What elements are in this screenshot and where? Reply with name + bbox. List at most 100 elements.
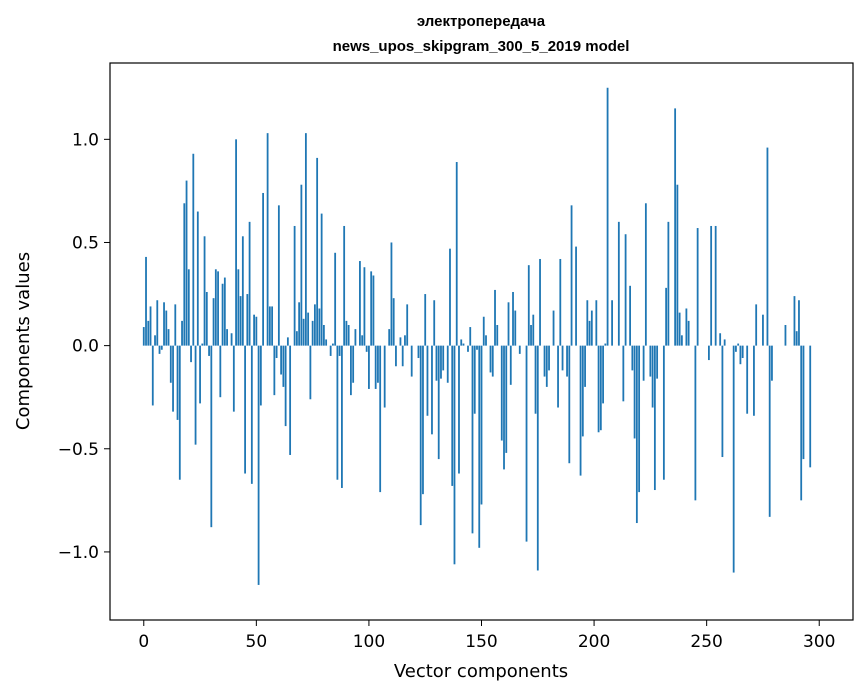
bar-89 [343,225,346,346]
bar-25 [199,345,201,404]
bar-22 [192,153,195,346]
bar-49 [253,314,255,346]
bar-238 [678,312,681,346]
bar-9 [163,302,165,346]
bar-85 [334,252,337,346]
bar-236 [674,108,677,346]
bar-290 [795,331,798,346]
bar-75 [311,320,314,346]
x-tick-label: 100 [353,632,385,652]
bar-262 [732,345,735,573]
bar-139 [455,162,458,346]
bar-190 [570,205,573,346]
bar-102 [372,275,375,346]
bar-233 [667,221,670,346]
bar-112 [395,345,397,367]
bar-27 [203,236,206,346]
bar-256 [719,333,722,346]
bar-147 [473,345,476,414]
bar-271 [753,345,755,416]
bar-293 [802,345,805,460]
bar-131 [437,345,440,460]
bar-3 [149,306,152,346]
bar-13 [172,345,174,412]
bar-171 [527,265,530,346]
bar-119 [410,345,413,377]
bar-56 [268,306,271,346]
bar-263 [735,345,737,352]
bar-51 [257,345,260,585]
bar-151 [482,316,485,346]
x-tick-label: 150 [465,632,497,652]
bar-123 [419,345,422,526]
bar-179 [545,345,548,387]
bar-258 [723,339,726,346]
bar-18 [183,203,186,346]
bar-133 [442,345,445,371]
x-axis-ticks: 0 50 100 150 200 250 300 [138,620,835,652]
bar-163 [509,345,512,385]
bar-1 [145,256,147,346]
bar-265 [739,345,742,365]
bar-149 [478,345,481,548]
bar-7 [158,345,161,354]
bar-115 [401,345,404,367]
bar-74 [309,345,312,400]
bar-136 [449,248,451,346]
bar-55 [266,133,269,346]
bar-29 [208,345,210,356]
bar-216 [629,285,631,346]
bar-140 [458,345,460,474]
y-tick-label: 1.0 [72,130,99,150]
bar-15 [176,345,179,420]
bar-70 [300,184,303,346]
bar-88 [341,345,343,488]
bar-214 [624,234,627,346]
bar-69 [298,302,301,346]
bar-35 [221,283,224,346]
bar-73 [307,312,310,346]
bar-162 [507,302,510,346]
bar-28 [205,291,208,346]
bar-176 [539,258,541,346]
bar-196 [584,345,586,387]
bar-111 [392,298,395,346]
bar-203 [599,345,602,431]
bar-117 [406,304,409,346]
x-axis-label: Vector components [394,661,568,682]
bar-63 [284,345,287,427]
bar-104 [377,345,379,383]
bar-26 [201,343,204,346]
bar-167 [518,345,521,354]
bar-93 [352,345,355,383]
bar-90 [345,320,348,346]
bar-137 [451,345,454,486]
bar-79 [320,213,323,346]
bar-266 [741,345,744,359]
bar-23 [194,345,197,445]
bar-34 [219,345,222,398]
bar-144 [467,345,469,352]
bar-252 [710,225,713,346]
chart-title-line-1: электропередача [417,13,546,30]
y-tick-label: −1.0 [58,543,99,563]
bar-132 [440,345,442,379]
bar-series [142,87,814,585]
bar-50 [255,316,258,346]
bar-272 [755,304,758,346]
bar-152 [485,335,487,346]
bar-57 [271,306,274,346]
bar-180 [548,345,550,371]
bar-31 [212,298,215,346]
bar-264 [737,343,740,346]
bar-20 [187,269,190,346]
bar-97 [361,335,364,346]
bar-16 [178,345,181,480]
bar-122 [417,345,420,359]
bar-217 [631,345,634,371]
y-tick-label: 0.5 [72,233,99,253]
bar-189 [568,345,571,464]
bar-232 [665,287,668,346]
